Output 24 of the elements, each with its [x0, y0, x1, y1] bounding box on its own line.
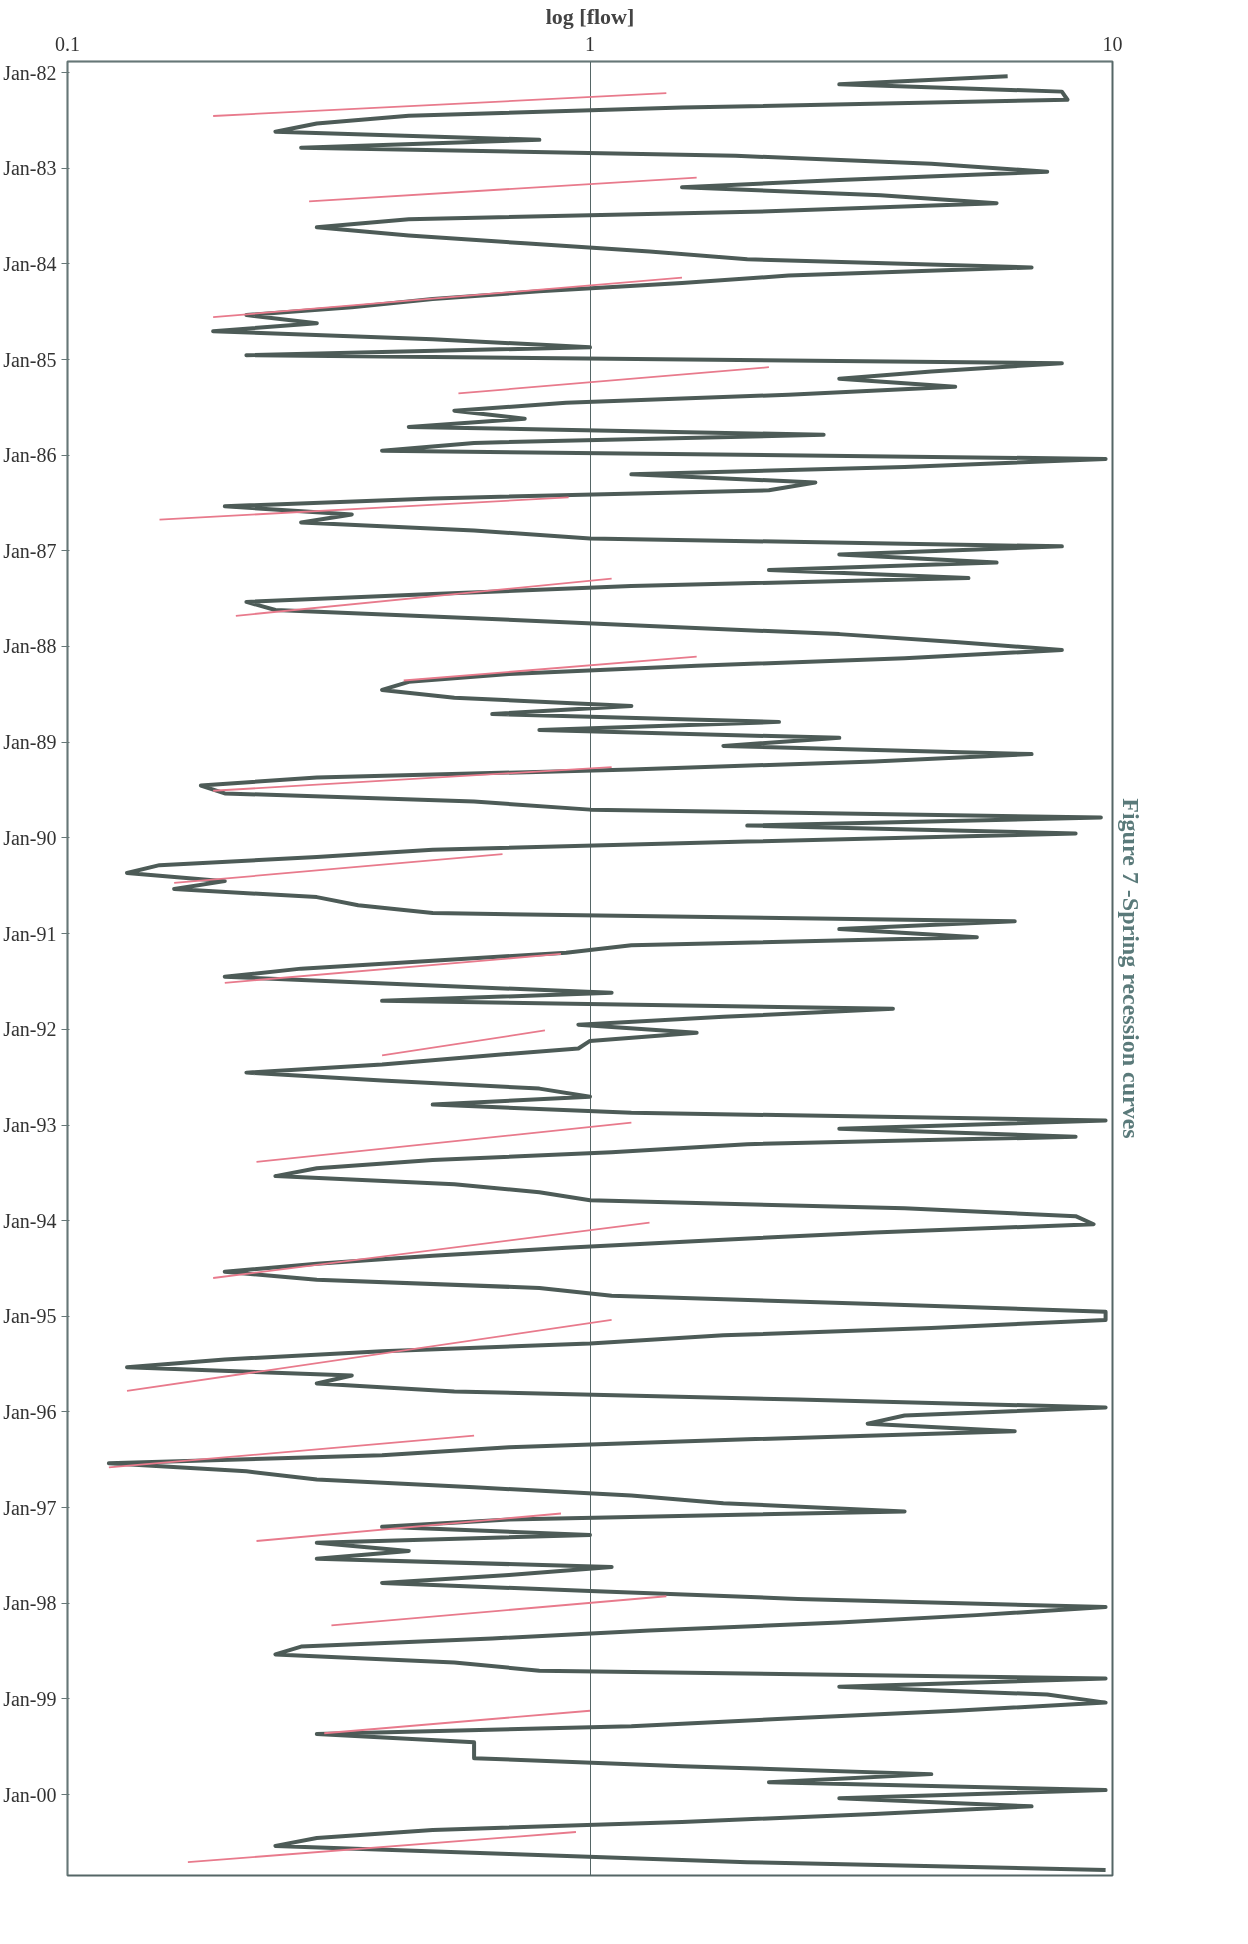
y-tick-label: Jan-91	[3, 922, 57, 945]
y-tick-label: Jan-96	[3, 1400, 57, 1423]
y-tick-label: Jan-83	[3, 157, 57, 180]
y-tick-label: Jan-82	[3, 61, 57, 84]
y-tick-label: Jan-90	[3, 826, 57, 849]
y-tick-label: Jan-85	[3, 348, 57, 371]
x-tick-label: 10	[1102, 32, 1123, 55]
y-tick-label: Jan-98	[3, 1592, 57, 1615]
x-axis-title: log [flow]	[545, 3, 635, 29]
x-tick-label: 1	[585, 32, 595, 55]
x-tick-label: 0.1	[55, 32, 80, 55]
y-tick-label: Jan-95	[3, 1305, 57, 1328]
y-tick-label: Jan-99	[3, 1687, 57, 1710]
y-tick-label: Jan-92	[3, 1018, 57, 1041]
y-tick-label: Jan-88	[3, 635, 57, 658]
y-tick-label: Jan-97	[3, 1496, 57, 1519]
y-tick-label: Jan-84	[3, 252, 57, 275]
y-tick-label: Jan-93	[3, 1114, 57, 1137]
y-tick-label: Jan-89	[3, 731, 57, 754]
y-tick-label: Jan-87	[3, 539, 57, 562]
y-tick-label: Jan-94	[3, 1209, 57, 1232]
y-tick-label: Jan-86	[3, 444, 57, 467]
y-tick-label: Jan-00	[3, 1783, 57, 1806]
text: Figure 7 -Spring recession curves	[1117, 798, 1144, 1139]
